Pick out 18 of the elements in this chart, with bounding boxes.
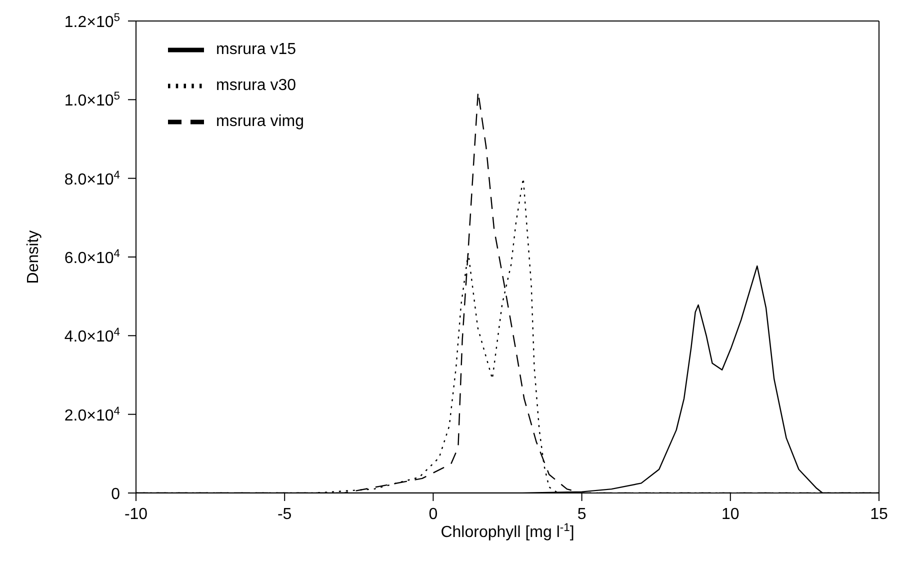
x-tick-label: 15 (870, 506, 888, 523)
x-tick-label: -5 (277, 506, 292, 523)
x-tick-label: 0 (428, 506, 438, 523)
x-tick-label: -10 (124, 506, 148, 523)
x-tick-label: 5 (577, 506, 586, 523)
y-tick-label: 2.0×10$^{4}$ (64, 405, 120, 424)
y-tick-label: 6.0×10$^{4}$ (64, 248, 120, 267)
legend-label: msrura vimg (216, 112, 304, 130)
legend-label: msrura v15 (216, 40, 296, 58)
legend-label: msrura v30 (216, 76, 296, 94)
y-tick-label: 4.0×10$^{4}$ (64, 326, 120, 346)
y-tick-label: 8.0×10$^{4}$ (64, 169, 120, 188)
x-axis-title: Chlorophyll [mg l$^{-1}$] (440, 522, 574, 541)
y-tick-label: 0 (111, 486, 120, 503)
y-axis-title: Density (25, 230, 42, 284)
y-tick-label: 1.0×10$^{5}$ (64, 90, 120, 110)
y-tick-label: 1.2×10$^{5}$ (64, 12, 120, 31)
x-tick-label: 10 (722, 506, 740, 523)
